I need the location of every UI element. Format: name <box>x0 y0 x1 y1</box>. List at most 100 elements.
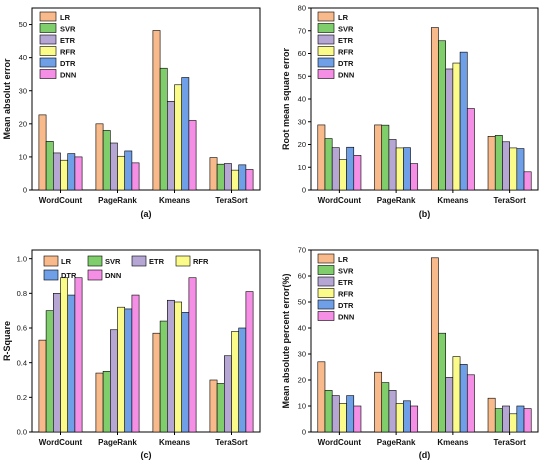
bar-svr-kmeans <box>159 67 168 191</box>
y-tick-label: 80 <box>298 4 306 13</box>
bar-etr-wordcount <box>331 395 340 433</box>
legend-label-svr: SVR <box>105 257 121 266</box>
legend-swatch-etr <box>317 276 335 287</box>
legend-label-etr: ETR <box>60 36 76 45</box>
legend-swatch-dnn <box>317 311 335 321</box>
x-tick-label: WordCount <box>318 196 362 205</box>
y-tick-label: 0.2 <box>17 393 27 402</box>
x-tick-label: TeraSort <box>215 196 248 205</box>
bar-dnn-wordcount <box>74 156 83 191</box>
y-tick-label: 60 <box>298 49 306 58</box>
panel-tag: (b) <box>419 209 431 219</box>
legend-swatch-rfr <box>317 288 335 298</box>
bar-dtr-terasort <box>238 164 247 191</box>
x-tick-label: PageRank <box>377 196 416 205</box>
bar-lr-pagerank <box>95 372 104 433</box>
bar-dtr-pagerank <box>124 150 133 191</box>
bar-dtr-terasort <box>238 327 247 433</box>
bar-svr-wordcount <box>45 310 54 433</box>
bar-svr-wordcount <box>324 390 333 433</box>
chart-panel-d: 0 10 20 30 40 50 60 70 Mean absolute percent err… <box>281 246 539 460</box>
x-tick-label: PageRank <box>98 438 137 447</box>
legend-swatch-etr <box>39 34 57 45</box>
y-tick-label: 0.4 <box>17 358 27 367</box>
bar-svr-kmeans <box>438 40 446 191</box>
bar-dnn-terasort <box>245 291 254 433</box>
bar-lr-terasort <box>487 136 496 191</box>
bar-rfr-wordcount <box>60 159 68 191</box>
bar-dtr-wordcount <box>346 146 355 191</box>
bar-lr-kmeans <box>152 332 161 433</box>
bar-etr-wordcount <box>52 293 61 433</box>
legend-label-dnn: DNN <box>338 313 354 322</box>
legend-swatch-dtr <box>43 269 59 281</box>
bar-rfr-pagerank <box>117 306 125 433</box>
bar-etr-terasort <box>224 163 232 191</box>
bar-svr-kmeans <box>438 332 446 433</box>
bar-dnn-terasort <box>523 171 532 191</box>
legend-swatch-dnn <box>87 269 103 281</box>
bar-etr-kmeans <box>167 299 175 433</box>
panel-tag: (c) <box>141 450 152 460</box>
bar-svr-terasort <box>216 383 225 433</box>
bar-etr-wordcount <box>52 152 61 191</box>
bar-etr-terasort <box>502 141 510 191</box>
bar-svr-pagerank <box>102 130 111 191</box>
bar-dnn-kmeans <box>188 277 197 433</box>
bar-rfr-kmeans <box>452 356 461 433</box>
y-tick-label: 10 <box>298 163 306 172</box>
y-tick-label: 40 <box>19 53 27 62</box>
bar-dtr-kmeans <box>459 51 468 191</box>
x-tick-label: WordCount <box>39 438 83 447</box>
chart-panel-c: 0.0 0.2 0.4 0.6 0.8 1.0 R-Square WordCount PageR… <box>2 249 261 460</box>
legend: LR SVR ETR RFR DTR DNN <box>317 253 354 322</box>
bar-dnn-pagerank <box>410 405 419 433</box>
bar-etr-kmeans <box>445 377 454 433</box>
bar-dtr-wordcount <box>67 153 76 191</box>
y-tick-label: 0 <box>302 428 306 437</box>
legend-swatch-dtr <box>317 299 335 310</box>
legend-label-svr: SVR <box>338 267 354 276</box>
legend-label-dtr: DTR <box>338 301 354 310</box>
bar-etr-terasort <box>224 355 232 433</box>
bar-rfr-wordcount <box>339 159 347 191</box>
panel-tag: (a) <box>141 209 152 219</box>
y-tick-label: 40 <box>298 324 306 333</box>
bar-dnn-wordcount <box>353 155 362 191</box>
bar-rfr-terasort <box>231 169 239 191</box>
x-tick-label: TeraSort <box>493 438 526 447</box>
legend-label-dnn: DNN <box>338 71 354 80</box>
legend-label-lr: LR <box>61 257 72 266</box>
legend-swatch-etr <box>131 255 147 267</box>
bar-etr-pagerank <box>110 142 118 191</box>
legend-label-etr: ETR <box>338 278 354 287</box>
y-tick-label: 10 <box>19 153 27 162</box>
y-tick-label: 0 <box>302 186 306 195</box>
bar-dnn-kmeans <box>188 120 197 191</box>
bar-lr-kmeans <box>430 257 439 433</box>
y-tick-label: 1.0 <box>17 254 27 263</box>
legend-label-etr: ETR <box>338 36 354 45</box>
bar-lr-kmeans <box>152 30 161 191</box>
y-tick-label: 50 <box>298 298 306 307</box>
legend-swatch-rfr <box>317 46 335 56</box>
bar-lr-terasort <box>487 397 496 433</box>
bar-lr-pagerank <box>374 371 383 433</box>
legend-label-lr: LR <box>338 13 349 22</box>
y-tick-label: 50 <box>298 72 306 81</box>
y-tick-label: 30 <box>19 86 27 95</box>
bar-dtr-pagerank <box>403 147 411 191</box>
bar-etr-pagerank <box>110 329 118 433</box>
bar-etr-kmeans <box>167 101 175 191</box>
bar-svr-pagerank <box>381 382 390 433</box>
legend-swatch-rfr <box>39 46 57 56</box>
legend-swatch-dnn <box>39 69 57 79</box>
x-tick-label: WordCount <box>39 196 83 205</box>
x-tick-label: PageRank <box>377 438 416 447</box>
bar-dtr-pagerank <box>403 400 411 433</box>
bar-etr-kmeans <box>445 68 454 191</box>
legend-swatch-lr <box>39 11 57 22</box>
legend-swatch-lr <box>43 255 59 267</box>
legend: LR SVR ETR RFR DTR DNN <box>39 11 76 80</box>
